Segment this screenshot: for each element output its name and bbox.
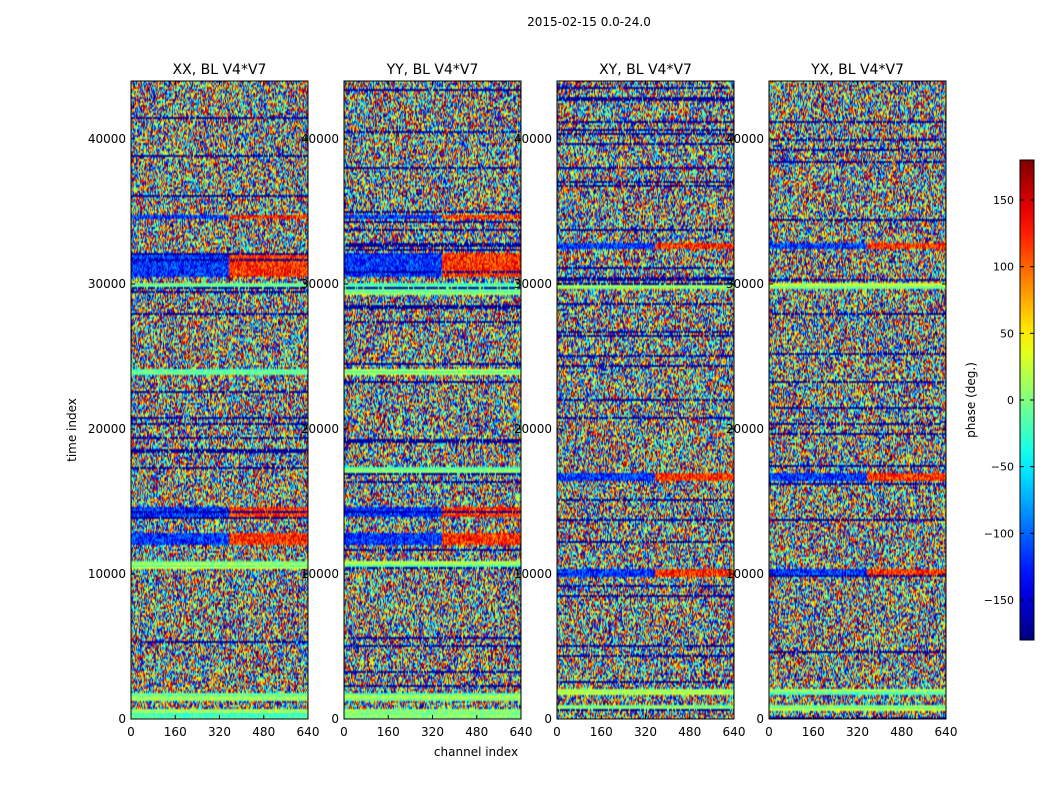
y-tick-label: 20000 [726, 422, 764, 436]
panel-4: YX, BL V4*V7 0 160 320 480 640 0 10000 20000 3000… [726, 62, 958, 739]
colorbar-label: phase (deg.) [964, 362, 978, 438]
colorbar-tick-label: −150 [984, 594, 1014, 607]
panel-1: XX, BL V4*V7 0 160 320 480 640 0 10000 20000 3000… [65, 62, 319, 739]
x-tick-label: 160 [590, 725, 613, 739]
y-tick-label: 10000 [726, 567, 764, 581]
x-tick-label: 0 [340, 725, 348, 739]
x-tick-label: 640 [723, 725, 746, 739]
x-tick-label: 0 [765, 725, 773, 739]
x-tick-label: 0 [553, 725, 561, 739]
y-tick-label: 40000 [301, 132, 339, 146]
phase-heatmap-1 [131, 81, 308, 719]
colorbar-tick-label: 0 [1007, 394, 1014, 407]
x-tick-label: 0 [127, 725, 135, 739]
panel-title: YY, BL V4*V7 [386, 62, 479, 78]
y-tick-label: 10000 [88, 567, 126, 581]
y-tick-label: 0 [756, 712, 764, 726]
x-tick-label: 160 [164, 725, 187, 739]
y-tick-label: 40000 [88, 132, 126, 146]
y-tick-label: 0 [118, 712, 126, 726]
y-tick-label: 30000 [726, 277, 764, 291]
x-tick-label: 640 [297, 725, 320, 739]
colorbar-tick-label: 100 [993, 261, 1014, 274]
panels-group: XX, BL V4*V7 0 160 320 480 640 0 10000 20000 3000… [65, 62, 957, 759]
colorbar-tick-label: −50 [991, 461, 1014, 474]
figure-title: 2015-02-15 0.0-24.0 [527, 15, 651, 29]
x-tick-label: 160 [802, 725, 825, 739]
x-tick-label: 480 [252, 725, 275, 739]
x-tick-label: 320 [634, 725, 657, 739]
x-axis-label: channel index [434, 745, 518, 759]
y-tick-label: 30000 [301, 277, 339, 291]
y-tick-label: 30000 [88, 277, 126, 291]
colorbar: −150 −100 −50 0 50 100 150 phase (deg.) [964, 159, 1035, 641]
y-tick-label: 30000 [514, 277, 552, 291]
x-tick-label: 640 [510, 725, 533, 739]
y-tick-label: 40000 [514, 132, 552, 146]
y-axis-label: time index [65, 398, 79, 462]
x-tick-label: 320 [421, 725, 444, 739]
y-tick-label: 0 [331, 712, 339, 726]
x-tick-label: 640 [935, 725, 958, 739]
x-tick-label: 480 [465, 725, 488, 739]
y-tick-label: 20000 [301, 422, 339, 436]
colorbar-tick-label: 50 [1000, 327, 1014, 340]
panel-3: XY, BL V4*V7 0 160 320 480 640 0 10000 20000 3000… [514, 62, 746, 739]
x-tick-label: 320 [208, 725, 231, 739]
x-tick-label: 480 [890, 725, 913, 739]
x-tick-label: 320 [846, 725, 869, 739]
y-tick-label: 10000 [301, 567, 339, 581]
colorbar-tick-label: 150 [993, 194, 1014, 207]
panel-title: XY, BL V4*V7 [599, 62, 692, 78]
panel-title: XX, BL V4*V7 [173, 62, 267, 78]
phase-heatmap-3 [557, 81, 734, 719]
x-tick-label: 480 [678, 725, 701, 739]
colorbar-tick-label: −100 [984, 527, 1014, 540]
panel-title: YX, BL V4*V7 [810, 62, 904, 78]
phase-heatmap-2 [344, 81, 521, 719]
y-tick-label: 20000 [88, 422, 126, 436]
panel-2: YY, BL V4*V7 0 160 320 480 640 0 10000 20000 3000… [301, 62, 533, 759]
y-tick-label: 10000 [514, 567, 552, 581]
x-tick-label: 160 [377, 725, 400, 739]
y-tick-label: 20000 [514, 422, 552, 436]
y-tick-label: 0 [544, 712, 552, 726]
phase-heatmap-4 [769, 81, 946, 719]
y-tick-label: 40000 [726, 132, 764, 146]
